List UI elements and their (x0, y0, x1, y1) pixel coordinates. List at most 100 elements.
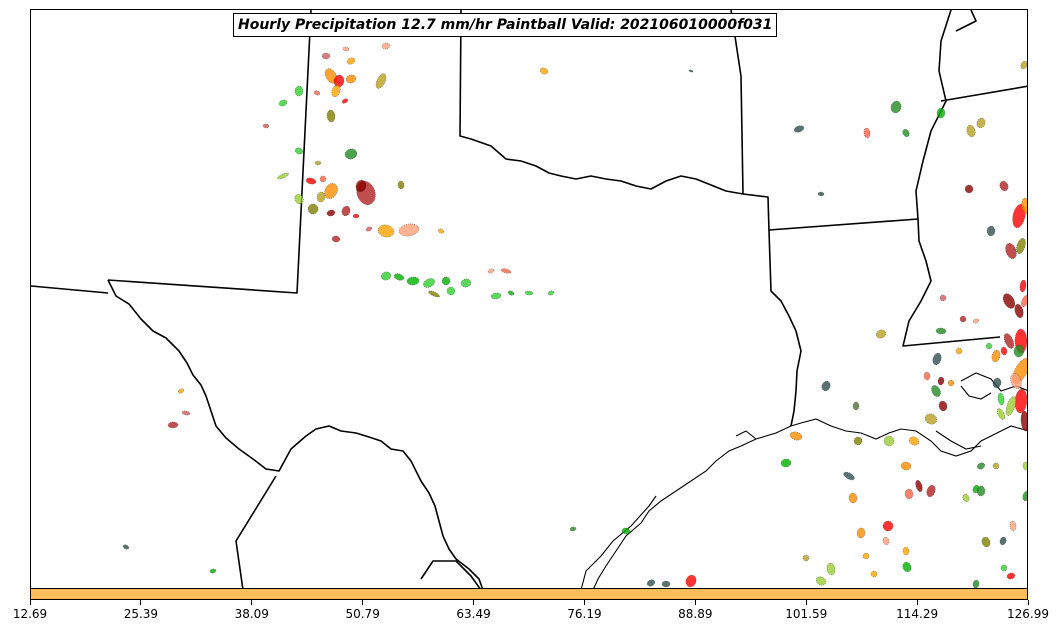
paintball-blob (547, 290, 555, 296)
paintball-blob (821, 380, 831, 392)
paintball-blob (923, 371, 931, 381)
colorbar-tick (140, 600, 142, 605)
paintball-blob (890, 100, 902, 114)
colorbar-tick (583, 600, 585, 605)
paintball-blob (490, 292, 502, 300)
paintball-blob (321, 52, 331, 60)
paintball-blob (935, 327, 947, 335)
paintball-blob (826, 562, 836, 576)
paintball-blob (789, 431, 803, 441)
paintball-blob (1016, 238, 1026, 254)
paintball-blob (500, 268, 512, 274)
paintball-blob (976, 485, 986, 497)
paintball-blob (1019, 279, 1027, 293)
paintball-blob (780, 458, 792, 468)
paintball-blob (177, 388, 185, 394)
colorbar-tick-label: 50.79 (345, 607, 380, 621)
paintball-blob (1006, 572, 1016, 580)
paintball-blob (937, 376, 945, 386)
paintball-blob (955, 347, 963, 355)
paintball-blob (924, 413, 938, 425)
paintball-blob (487, 268, 495, 274)
paintball-blob (1005, 396, 1017, 416)
paintball-blob (1022, 490, 1027, 502)
paintball-blob (352, 213, 360, 219)
colorbar-tick (916, 600, 918, 605)
texas-louisiana-boundary (742, 193, 802, 427)
paintball-blob (460, 278, 472, 288)
paintball-blob (661, 580, 671, 588)
paintball-blob (685, 574, 697, 588)
colorbar-tick-label: 63.49 (456, 607, 491, 621)
colorbar-tick (1027, 600, 1029, 605)
paintball-blob (393, 273, 405, 281)
paintball-blob (1002, 293, 1016, 309)
paintball-blob (908, 436, 920, 446)
paintball-blob (277, 172, 289, 180)
paintball-blob (381, 42, 391, 50)
paintball-blob (365, 226, 373, 232)
paintball-blob (346, 57, 356, 65)
paintball-blob (1014, 388, 1027, 414)
paintball-blob (972, 579, 980, 588)
mexico-state-line-1 (235, 475, 277, 588)
paintball-blob (991, 349, 1001, 363)
paintball-blob (1003, 333, 1015, 349)
paintball-blob (1000, 346, 1008, 356)
paintball-blob (342, 46, 350, 52)
paintball-blob (326, 209, 336, 217)
colorbar-tick (251, 600, 253, 605)
paintball-blob (1009, 520, 1017, 532)
paintball-blob (875, 329, 887, 339)
paintball-blob (985, 342, 993, 350)
paintball-blob (326, 109, 336, 123)
paintball-blob (999, 536, 1007, 546)
paintball-blob (313, 90, 321, 96)
paintball-blob (423, 278, 435, 288)
paintball-blob (307, 203, 319, 215)
colorbar-tick-label: 38.09 (234, 607, 269, 621)
colorbar (30, 588, 1028, 600)
paintball-blob (305, 177, 317, 185)
paintball-blob (902, 129, 910, 137)
paintball-blob (972, 318, 980, 324)
colorbar-tick-label: 88.89 (678, 607, 713, 621)
tennessee-boundary (940, 85, 1027, 102)
paintball-blob (817, 191, 825, 197)
paintball-blob (380, 271, 392, 281)
paintball-blob (398, 223, 420, 237)
paintball-blob (992, 377, 1002, 389)
paintball-blob (947, 379, 955, 387)
paintball-blob (181, 410, 191, 416)
paintball-blob (122, 544, 130, 550)
paintball-blob (539, 67, 549, 75)
paintball-blob (524, 290, 534, 296)
paintball-blob (904, 488, 914, 500)
paintball-blob (853, 436, 863, 446)
paintball-blob (278, 99, 288, 107)
paintball-blob (397, 180, 405, 190)
paintball-blob (870, 570, 878, 578)
paintball-blob (167, 421, 179, 429)
paintball-blob (209, 568, 217, 574)
oklahoma-texas-boundary (459, 10, 744, 195)
paintball-blob (986, 225, 996, 237)
paintball-blob (508, 290, 514, 296)
paintball-blob (1021, 295, 1027, 307)
paintball-blob (437, 228, 445, 234)
paintball-blob (646, 579, 656, 587)
paintball-blob (319, 175, 327, 183)
state-boundaries (31, 10, 1027, 588)
paintball-blob (976, 462, 986, 470)
colorbar-tick-label: 25.39 (123, 607, 159, 621)
paintball-blob (964, 184, 974, 194)
missouri-arkansas-boundary (955, 10, 977, 32)
paintball-blob (446, 286, 456, 296)
colorbar-tick-label: 114.29 (896, 607, 939, 621)
paintball-blob (428, 290, 440, 298)
paintball-blob (999, 180, 1009, 192)
paintball-blob (883, 435, 895, 447)
paintball-blob (341, 205, 351, 217)
paintball-blob (1014, 303, 1024, 319)
paintball-blob (793, 125, 805, 133)
